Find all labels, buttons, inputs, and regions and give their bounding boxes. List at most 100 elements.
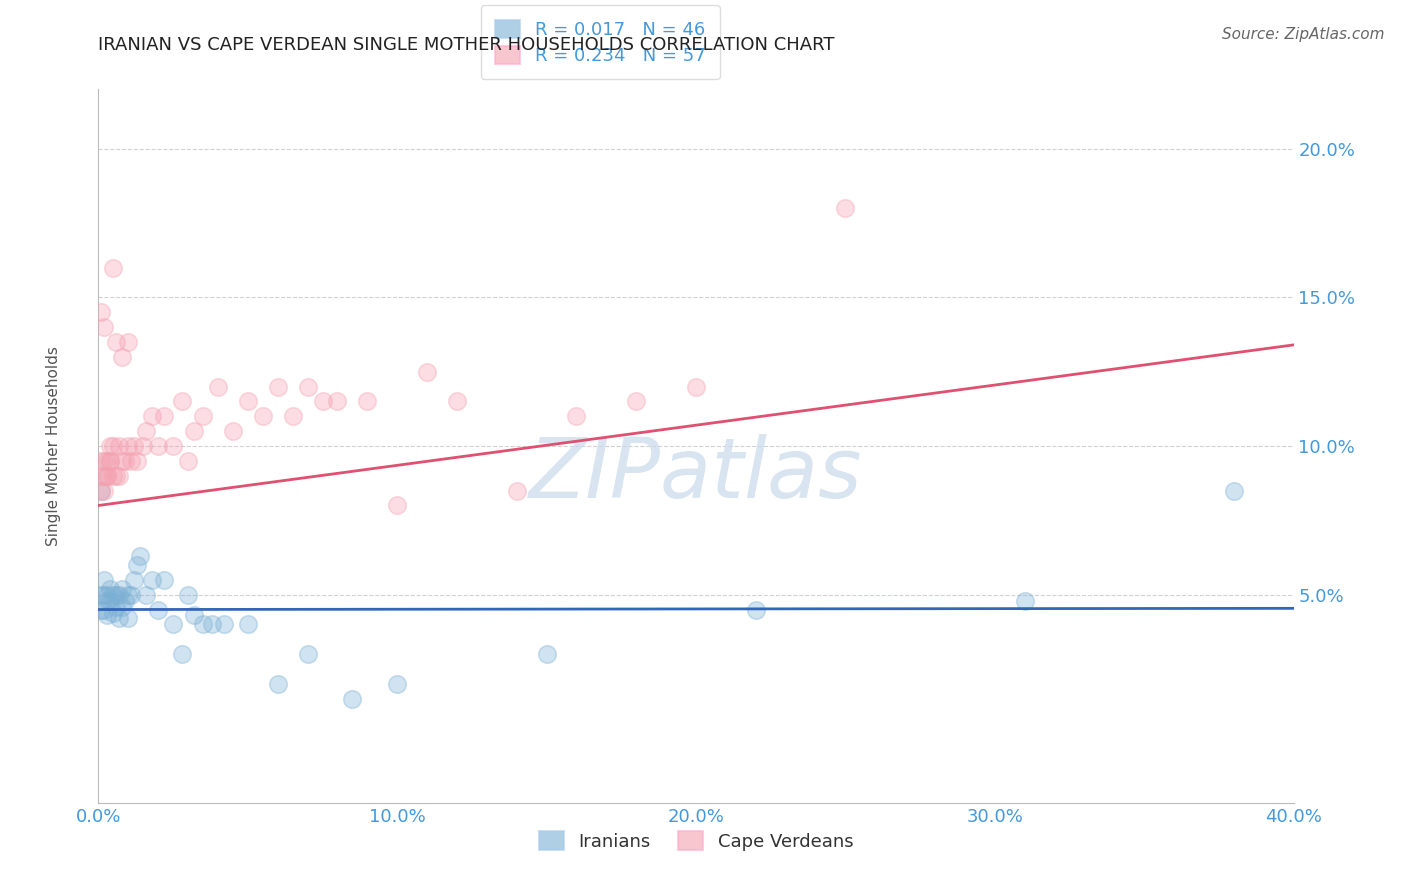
Point xyxy=(281,409,304,424)
Point xyxy=(124,573,146,587)
Point xyxy=(356,394,378,409)
Point xyxy=(96,454,118,468)
Point xyxy=(90,483,112,498)
Point xyxy=(105,334,128,349)
Point xyxy=(98,439,122,453)
Point xyxy=(103,260,125,275)
Point xyxy=(685,379,707,393)
Point xyxy=(127,454,149,468)
Point xyxy=(416,365,439,379)
Point xyxy=(108,468,131,483)
Point xyxy=(201,617,224,632)
Point xyxy=(90,305,112,319)
Point xyxy=(311,394,333,409)
Point xyxy=(111,350,134,364)
Point xyxy=(108,439,131,453)
Point xyxy=(98,593,122,607)
Point xyxy=(342,691,364,706)
Point xyxy=(114,593,136,607)
Point xyxy=(111,599,134,614)
Point xyxy=(90,602,112,616)
Point xyxy=(98,582,122,596)
Point xyxy=(96,588,118,602)
Point xyxy=(108,588,131,602)
Point xyxy=(153,573,176,587)
Point xyxy=(834,201,856,215)
Point xyxy=(172,647,194,661)
Point xyxy=(141,409,163,424)
Point xyxy=(536,647,558,661)
Point xyxy=(98,454,122,468)
Legend: Iranians, Cape Verdeans: Iranians, Cape Verdeans xyxy=(531,824,860,858)
Point xyxy=(267,379,290,393)
Point xyxy=(90,468,112,483)
Point xyxy=(172,394,194,409)
Point xyxy=(236,617,259,632)
Point xyxy=(135,424,157,438)
Point xyxy=(114,454,136,468)
Point xyxy=(129,549,152,563)
Point xyxy=(93,483,115,498)
Point xyxy=(1223,483,1246,498)
Point xyxy=(191,617,214,632)
Point xyxy=(90,483,112,498)
Point xyxy=(135,588,157,602)
Point xyxy=(117,588,139,602)
Point xyxy=(506,483,529,498)
Text: ZIPatlas: ZIPatlas xyxy=(529,434,863,515)
Text: IRANIAN VS CAPE VERDEAN SINGLE MOTHER HOUSEHOLDS CORRELATION CHART: IRANIAN VS CAPE VERDEAN SINGLE MOTHER HO… xyxy=(98,36,835,54)
Point xyxy=(565,409,588,424)
Point xyxy=(93,320,115,334)
Point xyxy=(183,424,205,438)
Point xyxy=(252,409,274,424)
Point xyxy=(103,468,125,483)
Point xyxy=(103,606,125,620)
Point xyxy=(148,439,170,453)
Point xyxy=(236,394,259,409)
Point xyxy=(385,499,409,513)
Point xyxy=(132,439,155,453)
Point xyxy=(326,394,349,409)
Point xyxy=(267,677,290,691)
Point xyxy=(297,379,319,393)
Point xyxy=(153,409,176,424)
Point xyxy=(212,617,235,632)
Point xyxy=(141,573,163,587)
Point xyxy=(162,617,184,632)
Point xyxy=(127,558,149,572)
Point xyxy=(148,602,170,616)
Point xyxy=(105,588,128,602)
Point xyxy=(117,334,139,349)
Point xyxy=(96,608,118,623)
Point xyxy=(297,647,319,661)
Point xyxy=(385,677,409,691)
Text: Source: ZipAtlas.com: Source: ZipAtlas.com xyxy=(1222,27,1385,42)
Point xyxy=(222,424,245,438)
Text: Single Mother Households: Single Mother Households xyxy=(46,346,60,546)
Point xyxy=(90,454,112,468)
Point xyxy=(1014,593,1036,607)
Point xyxy=(103,439,125,453)
Point xyxy=(117,439,139,453)
Point xyxy=(98,454,122,468)
Point xyxy=(96,468,118,483)
Point xyxy=(124,439,146,453)
Point xyxy=(103,588,125,602)
Point xyxy=(96,468,118,483)
Point xyxy=(93,573,115,587)
Point xyxy=(177,588,200,602)
Point xyxy=(93,588,115,602)
Point xyxy=(117,611,139,625)
Point xyxy=(96,593,118,607)
Point xyxy=(626,394,648,409)
Point xyxy=(90,588,112,602)
Point xyxy=(93,468,115,483)
Point xyxy=(191,409,214,424)
Point xyxy=(207,379,229,393)
Point xyxy=(93,602,115,616)
Point xyxy=(111,454,134,468)
Point xyxy=(745,602,768,616)
Point xyxy=(446,394,468,409)
Point xyxy=(108,611,131,625)
Point xyxy=(111,582,134,596)
